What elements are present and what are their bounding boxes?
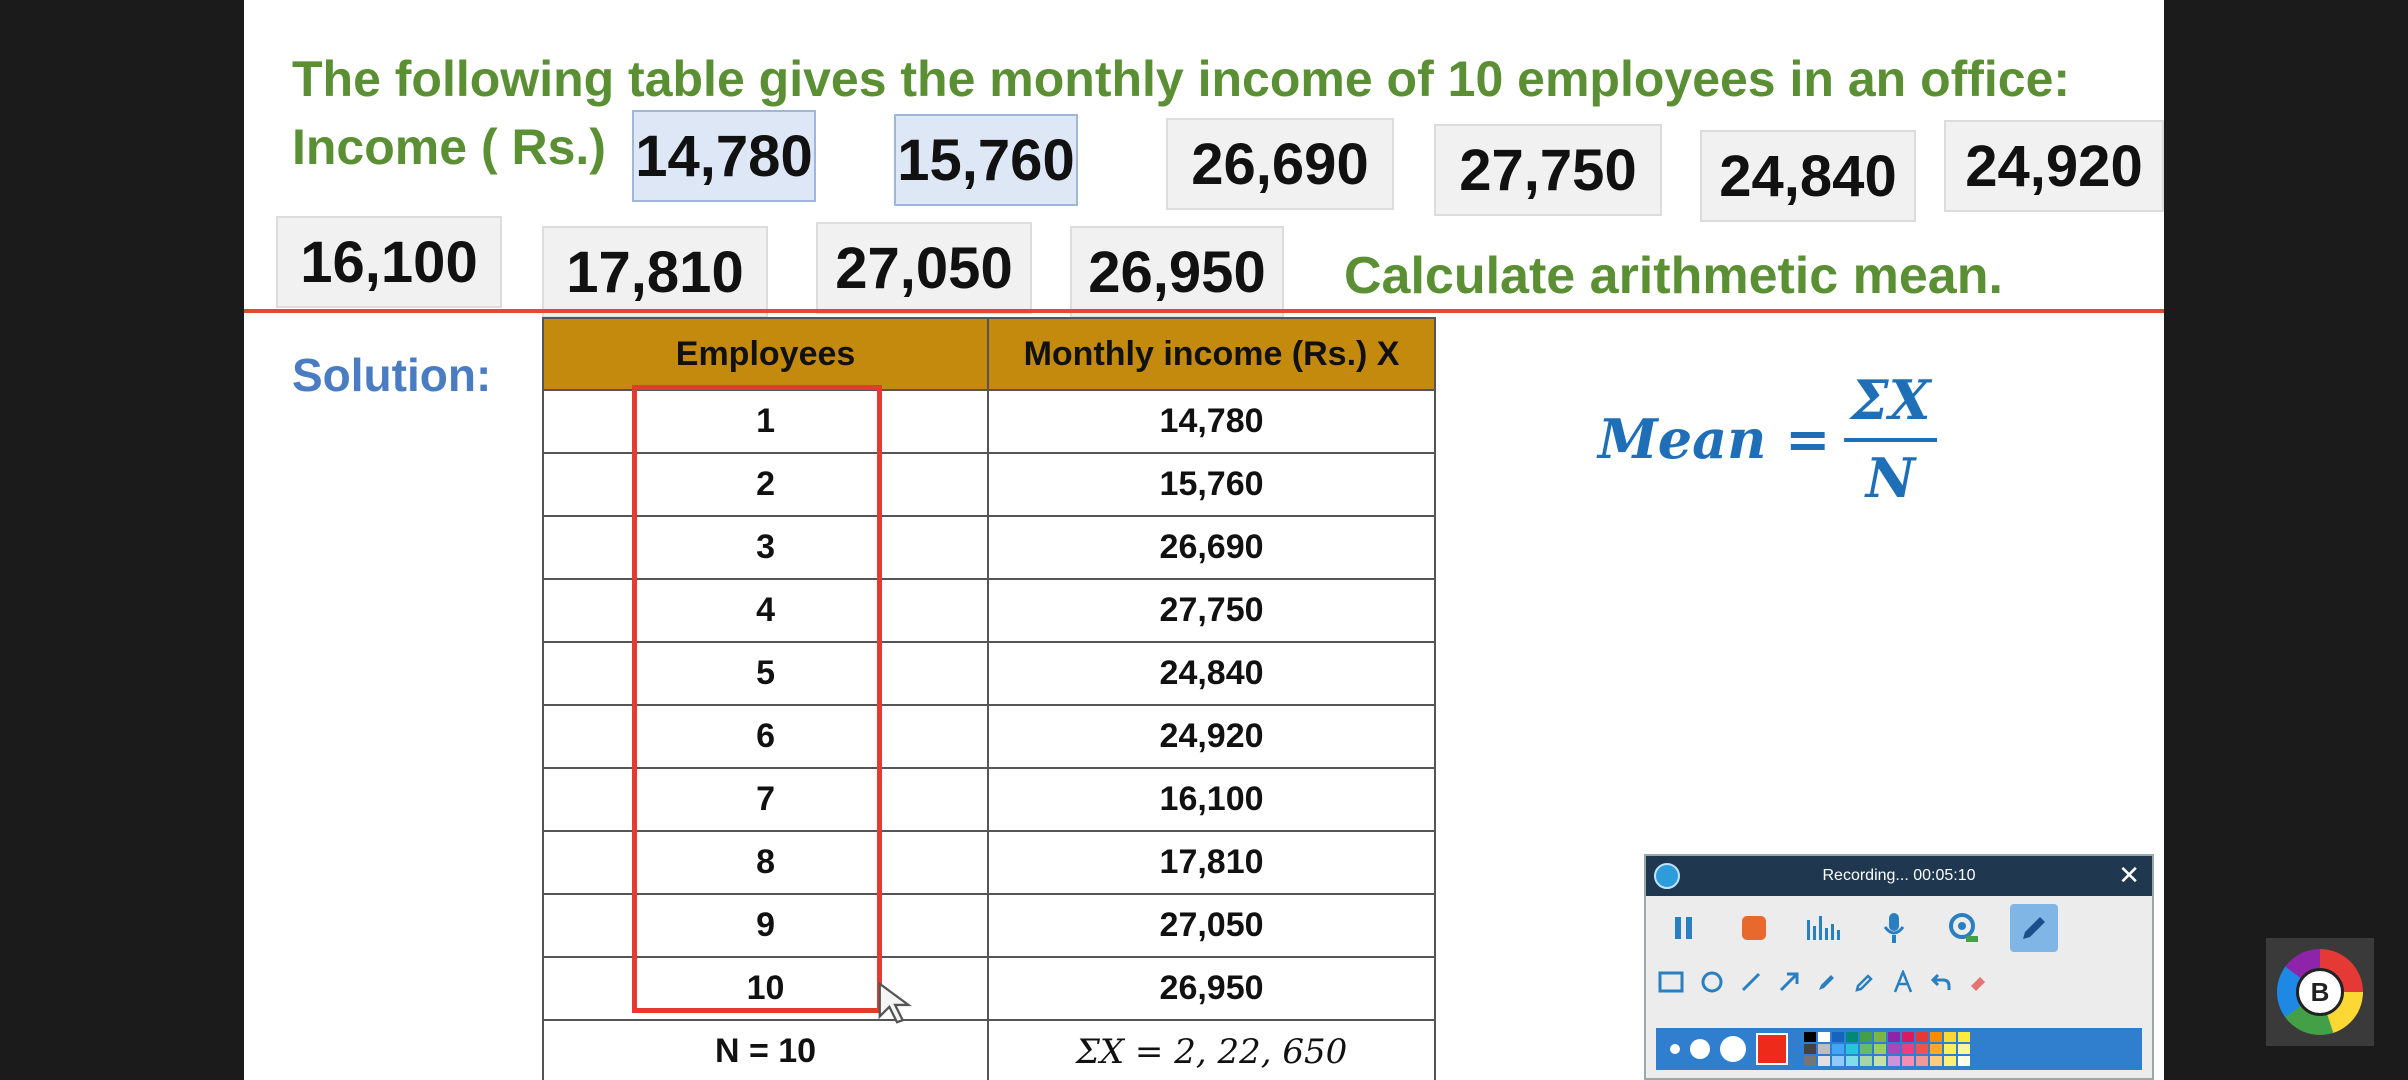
income-box: 24,920 (1944, 120, 2164, 212)
logo-letter: B (2296, 968, 2344, 1016)
income-box: 17,810 (542, 226, 768, 318)
table-row: 6 24,920 (541, 704, 1436, 769)
income-cell: 26,950 (987, 956, 1436, 1021)
table-row: 2 15,760 (541, 452, 1436, 517)
slide: The following table gives the monthly in… (244, 0, 2164, 1080)
n-total: N = 10 (541, 1019, 990, 1080)
employee-cell: 5 (541, 641, 990, 706)
ellipse-tool-icon[interactable] (1700, 970, 1724, 994)
income-cell: 24,920 (987, 704, 1436, 769)
question-text: The following table gives the monthly in… (292, 51, 2071, 107)
color-swatches[interactable] (1804, 1032, 1970, 1066)
table-row: 8 17,810 (541, 830, 1436, 895)
pause-icon (1675, 917, 1692, 939)
stop-icon (1742, 916, 1766, 940)
income-cell: 15,760 (987, 452, 1436, 517)
income-cell: 14,780 (987, 389, 1436, 454)
income-box: 24,840 (1700, 130, 1916, 222)
income-cell: 24,840 (987, 641, 1436, 706)
line-tool-icon[interactable] (1740, 971, 1762, 993)
mouse-cursor-icon (878, 981, 913, 1024)
audio-level-button[interactable] (1800, 904, 1848, 952)
employee-cell: 9 (541, 893, 990, 958)
channel-logo: B (2266, 938, 2374, 1046)
employee-cell: 4 (541, 578, 990, 643)
income-cell: 26,690 (987, 515, 1436, 580)
recorder-widget[interactable]: Recording... 00:05:10 ✕ (1644, 854, 2154, 1080)
table-row: 1 14,780 (541, 389, 1436, 454)
pen-tool-icon[interactable] (1854, 971, 1876, 993)
header-employees: Employees (541, 317, 990, 391)
arrow-tool-icon[interactable] (1778, 971, 1800, 993)
table-row: 9 27,050 (541, 893, 1436, 958)
income-cell: 17,810 (987, 830, 1436, 895)
income-cell: 16,100 (987, 767, 1436, 832)
draw-button[interactable] (2010, 904, 2058, 952)
microphone-icon (1883, 913, 1905, 943)
mic-button[interactable] (1870, 904, 1918, 952)
table-row: 7 16,100 (541, 767, 1436, 832)
table-row: 5 24,840 (541, 641, 1436, 706)
undo-icon[interactable] (1930, 971, 1952, 993)
table-row: 3 26,690 (541, 515, 1436, 580)
table-row: 10 26,950 (541, 956, 1436, 1021)
income-box: 27,750 (1434, 124, 1662, 216)
highlight-box (632, 385, 882, 1013)
formula-denominator: N (1865, 446, 1916, 510)
pencil-icon (2023, 917, 2045, 939)
employee-cell: 3 (541, 515, 990, 580)
marker-tool-icon[interactable] (1816, 971, 1838, 993)
instruction-text: Calculate arithmetic mean. (1344, 247, 2003, 305)
eraser-icon[interactable] (1968, 971, 1990, 993)
webcam-button[interactable] (1940, 904, 1988, 952)
divider (244, 309, 2164, 313)
income-box: 27,050 (816, 222, 1032, 314)
employee-cell: 6 (541, 704, 990, 769)
rectangle-tool-icon[interactable] (1658, 971, 1684, 993)
brush-large[interactable] (1720, 1036, 1746, 1062)
brush-medium[interactable] (1690, 1039, 1710, 1059)
text-tool-icon[interactable] (1892, 970, 1914, 994)
audio-level-icon (1807, 916, 1840, 940)
income-table: Employees Monthly income (Rs.) X 1 14,780… (541, 317, 1436, 1080)
webcam-icon (1949, 913, 1978, 942)
income-cell: 27,750 (987, 578, 1436, 643)
header-income: Monthly income (Rs.) X (987, 317, 1436, 391)
formula-lhs: Mean = (1598, 407, 1831, 471)
mean-formula: Mean = ΣX N (1598, 368, 1937, 510)
income-box: 16,100 (276, 216, 502, 308)
income-box: 15,760 (894, 114, 1078, 206)
pause-button[interactable] (1660, 904, 1708, 952)
employee-cell: 1 (541, 389, 990, 454)
recorder-titlebar[interactable]: Recording... 00:05:10 ✕ (1646, 856, 2152, 896)
formula-fraction: ΣX N (1844, 368, 1937, 510)
table-row: 4 27,750 (541, 578, 1436, 643)
stop-button[interactable] (1730, 904, 1778, 952)
close-icon[interactable]: ✕ (2118, 860, 2140, 890)
selected-color[interactable] (1756, 1033, 1788, 1065)
recorder-logo-icon (1654, 863, 1680, 889)
table-header: Employees Monthly income (Rs.) X (541, 317, 1436, 391)
income-cell: 27,050 (987, 893, 1436, 958)
income-box: 14,780 (632, 110, 816, 202)
table-footer: N = 10 ΣX = 2, 22, 650 (541, 1019, 1436, 1080)
brush-small[interactable] (1670, 1044, 1680, 1054)
income-label: Income ( Rs.) (292, 119, 606, 175)
employee-cell: 8 (541, 830, 990, 895)
color-palette[interactable] (1656, 1028, 2142, 1070)
income-box: 26,950 (1070, 226, 1284, 318)
recorder-status: Recording... 00:05:10 (1822, 867, 1976, 884)
solution-label: Solution: (292, 349, 492, 401)
employee-cell: 7 (541, 767, 990, 832)
income-box: 26,690 (1166, 118, 1394, 210)
sum-total: ΣX = 2, 22, 650 (987, 1019, 1436, 1080)
logo-ring-icon: B (2277, 949, 2363, 1035)
formula-numerator: ΣX (1844, 368, 1937, 442)
employee-cell: 2 (541, 452, 990, 517)
